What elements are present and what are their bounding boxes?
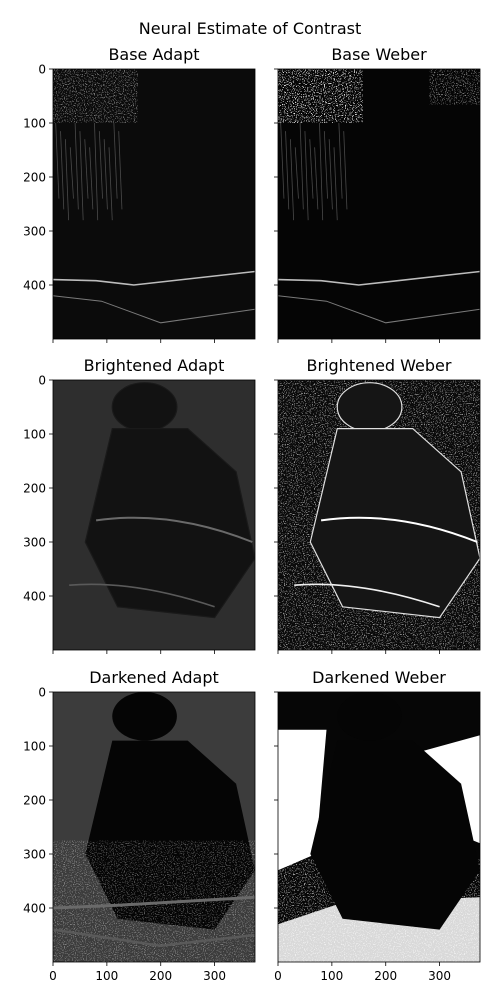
figure-title: Neural Estimate of Contrast bbox=[139, 19, 362, 38]
x-tick-label: 200 bbox=[149, 969, 172, 983]
x-tick-label: 300 bbox=[203, 969, 226, 983]
y-tick-label: 100 bbox=[23, 428, 46, 442]
x-tick-label: 100 bbox=[95, 969, 118, 983]
panel-base-adapt: Base Adapt 0 100 200 300 400 bbox=[23, 45, 256, 343]
y-tick-label: 200 bbox=[23, 482, 46, 496]
heatmap-image bbox=[53, 692, 255, 962]
y-tick-label: 0 bbox=[38, 686, 46, 700]
y-tick-label: 0 bbox=[38, 63, 46, 77]
panel-darkened-adapt: Darkened Adapt 0 100 200 300 400 0 100 200 300 bbox=[23, 668, 256, 983]
panel-base-weber: Base Weber bbox=[274, 45, 481, 343]
x-tick-label: 300 bbox=[428, 969, 451, 983]
panel-title: Darkened Weber bbox=[312, 668, 446, 687]
panel-darkened-weber: Darkened Weber 0 100 200 300 bbox=[274, 668, 481, 983]
y-tick-label: 100 bbox=[23, 117, 46, 131]
x-tick-label: 200 bbox=[374, 969, 397, 983]
y-tick-label: 200 bbox=[23, 171, 46, 185]
x-tick-label: 100 bbox=[320, 969, 343, 983]
axes-frame bbox=[52, 379, 256, 651]
axes-frame bbox=[52, 68, 256, 340]
heatmap-image bbox=[278, 692, 480, 962]
y-tick-label: 300 bbox=[23, 536, 46, 550]
panel-brightened-adapt: Brightened Adapt 0 100 200 300 400 bbox=[23, 356, 256, 654]
y-tick-label: 300 bbox=[23, 848, 46, 862]
heatmap-image bbox=[53, 69, 255, 339]
heatmap-image bbox=[278, 380, 480, 650]
y-tick-label: 0 bbox=[38, 374, 46, 388]
y-tick-label: 400 bbox=[23, 279, 46, 293]
axes-frame bbox=[52, 691, 256, 963]
panel-title: Base Adapt bbox=[108, 45, 199, 64]
panel-title: Brightened Adapt bbox=[84, 356, 225, 375]
panel-brightened-weber: Brightened Weber bbox=[274, 356, 481, 654]
axes-frame bbox=[277, 691, 481, 963]
panel-title: Darkened Adapt bbox=[89, 668, 219, 687]
y-tick-label: 100 bbox=[23, 740, 46, 754]
heatmap-image bbox=[53, 380, 255, 650]
axes-frame bbox=[277, 379, 481, 651]
x-tick-label: 0 bbox=[274, 969, 282, 983]
panel-title: Base Weber bbox=[331, 45, 427, 64]
y-tick-label: 400 bbox=[23, 902, 46, 916]
y-tick-label: 200 bbox=[23, 794, 46, 808]
y-tick-label: 400 bbox=[23, 590, 46, 604]
y-tick-label: 300 bbox=[23, 225, 46, 239]
axes-frame bbox=[277, 68, 481, 340]
x-tick-label: 0 bbox=[49, 969, 57, 983]
panel-title: Brightened Weber bbox=[307, 356, 452, 375]
heatmap-image bbox=[278, 69, 480, 339]
